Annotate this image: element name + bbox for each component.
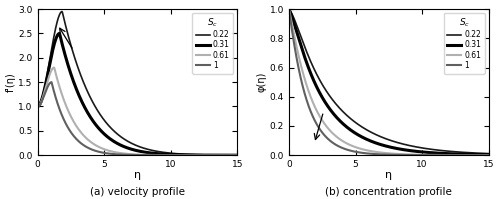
Text: (b) concentration profile: (b) concentration profile [326, 187, 452, 197]
Text: (a) velocity profile: (a) velocity profile [90, 187, 185, 197]
X-axis label: η: η [134, 171, 141, 180]
Legend: 0.22, 0.31, 0.61, 1: 0.22, 0.31, 0.61, 1 [192, 13, 234, 74]
Legend: 0.22, 0.31, 0.61, 1: 0.22, 0.31, 0.61, 1 [444, 13, 485, 74]
Y-axis label: f'(η): f'(η) [6, 72, 16, 92]
X-axis label: η: η [386, 171, 392, 180]
Y-axis label: φ(η): φ(η) [257, 72, 267, 92]
